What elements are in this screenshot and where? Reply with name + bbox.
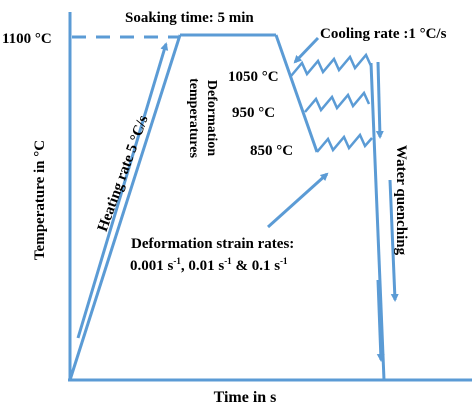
temp-1050-label: 1050 °C bbox=[228, 69, 279, 85]
quench-arrow-upper bbox=[375, 61, 384, 139]
strain-rate-separator-1: , bbox=[181, 258, 189, 274]
soaking-time-label: Soaking time: 5 min bbox=[125, 10, 254, 26]
cooling-line bbox=[274, 34, 319, 153]
strain-rate-3-superscript: -1 bbox=[280, 256, 288, 266]
deformation-zigzag-950 bbox=[304, 90, 371, 113]
x-axis-label: Time in s bbox=[214, 389, 277, 406]
strain-rate-arrow bbox=[266, 172, 329, 229]
temp-850-label: 850 °C bbox=[250, 143, 293, 159]
quench-arrow-lower bbox=[388, 179, 399, 302]
y-axis-label: Temperature in °C bbox=[32, 140, 48, 260]
deformation-zigzag-1050 bbox=[290, 52, 373, 77]
quench-arrow-bottom bbox=[376, 279, 385, 362]
strain-rate-2: 0.01 s bbox=[188, 258, 224, 274]
water-quench-line bbox=[369, 62, 386, 381]
strain-rate-2-superscript: -1 bbox=[224, 256, 232, 266]
temp-950-label: 950 °C bbox=[232, 105, 275, 121]
strain-rate-1: 0.001 s bbox=[130, 258, 174, 274]
strain-rate-1-superscript: -1 bbox=[173, 256, 181, 266]
temp-1100-label: 1100 °C bbox=[2, 31, 52, 47]
water-quenching-label: Water quenching bbox=[393, 145, 409, 256]
strain-rates-values: 0.001 s-1, 0.01 s-1 & 0.1 s-1 bbox=[130, 256, 288, 274]
strain-rate-separator-2: & bbox=[232, 258, 252, 274]
deformation-zigzag-850 bbox=[316, 132, 373, 153]
cooling-rate-label: Cooling rate :1 °C/s bbox=[320, 26, 447, 42]
heating-arrow bbox=[76, 42, 169, 339]
heating-ramp-line bbox=[68, 34, 182, 381]
strain-rate-3: 0.1 s bbox=[252, 258, 281, 274]
cooling-arrow bbox=[293, 36, 320, 64]
strain-rates-title: Deformation strain rates: bbox=[131, 236, 294, 252]
deformation-temperatures-label-line1: Deformation bbox=[204, 80, 219, 156]
deformation-temperatures-label-line2: temperatures bbox=[186, 78, 201, 158]
